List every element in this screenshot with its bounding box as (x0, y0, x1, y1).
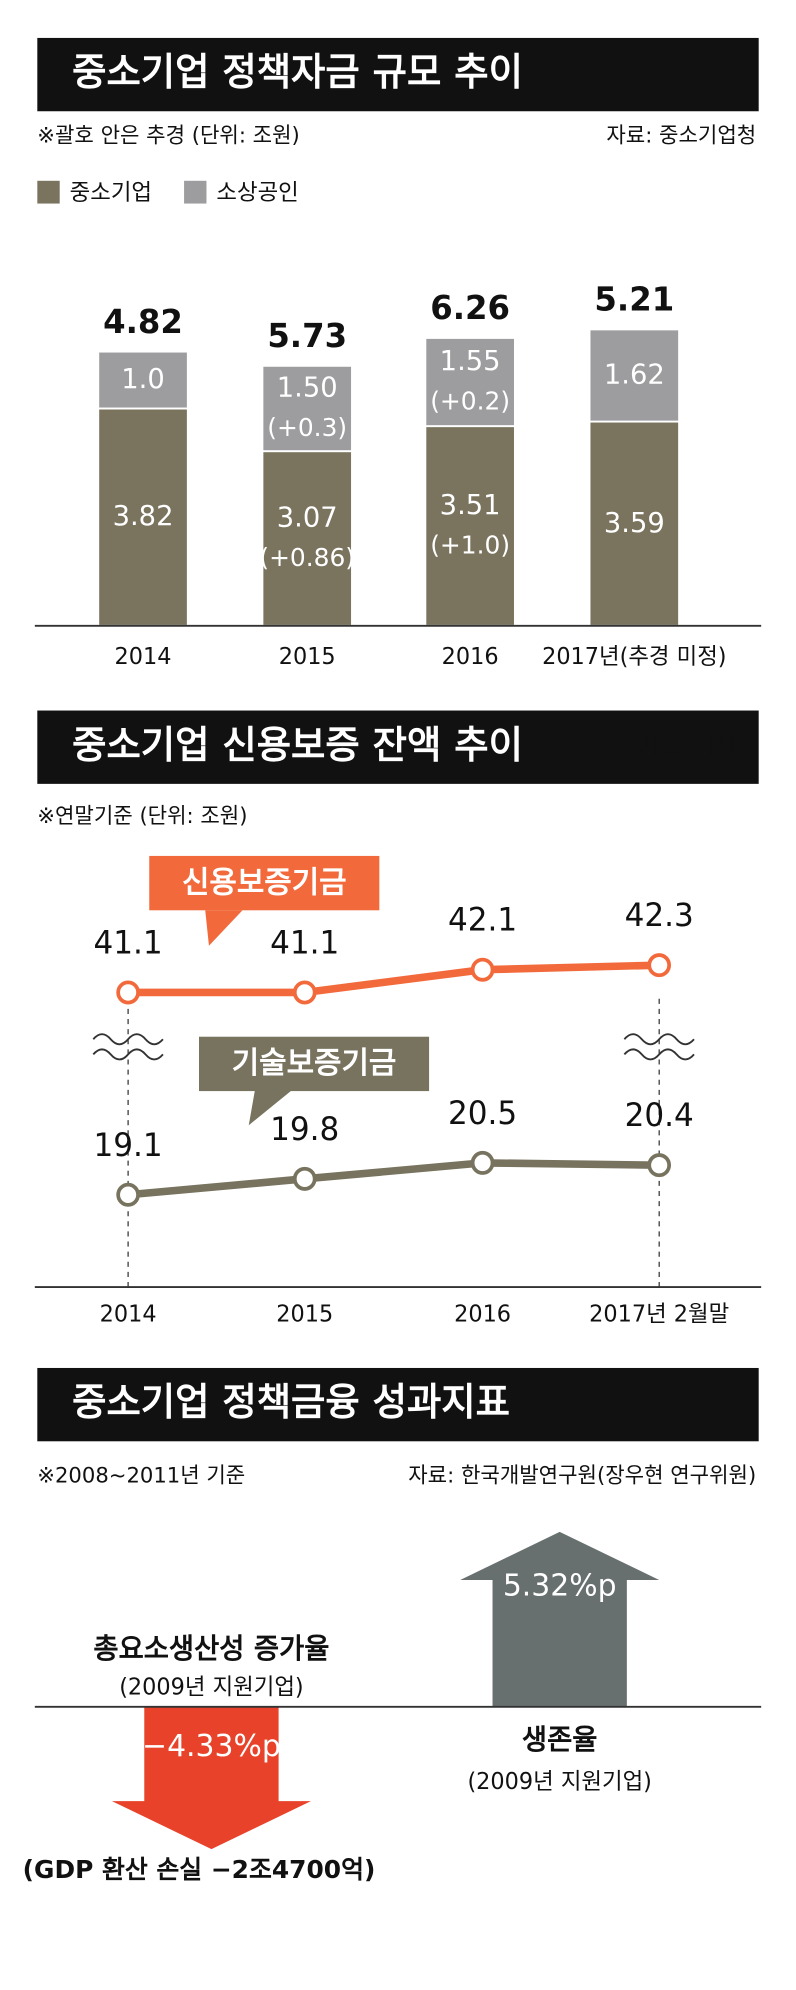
title-bar (37, 1367, 759, 1442)
source: 자료: 각사 (639, 734, 736, 760)
data-point (292, 980, 317, 1005)
value-label: −4.33%p (142, 1729, 281, 1764)
legend-label: 신용보증기금 (182, 865, 347, 900)
arrow (460, 1531, 660, 1707)
bar-segment (424, 425, 516, 627)
total-label: 4.82 (103, 303, 183, 341)
x-tick-label: 2014 (100, 1301, 157, 1327)
data-point (470, 957, 495, 982)
chart-title: 중소기업 정책자금 규모 추이 (72, 50, 523, 94)
x-tick-label: 2017년(추경 미정) (542, 644, 726, 670)
x-tick-label: 2014 (115, 644, 172, 670)
bar-segment (588, 328, 681, 423)
data-label: 20.4 (625, 1098, 694, 1134)
segment-label: 1.55 (440, 344, 501, 377)
segment-annotation: (+0.86) (259, 543, 355, 572)
note: ※2008~2011년 기준 (37, 1464, 245, 1489)
total-label: 6.26 (430, 289, 510, 327)
segment-label: 3.59 (604, 506, 665, 539)
total-label: 5.73 (267, 317, 347, 355)
bar-segment (261, 364, 353, 453)
note: ※괄호 안은 추경 (단위: 조원) (37, 123, 299, 148)
axis-break (92, 1048, 164, 1061)
legend-swatch (184, 180, 207, 204)
data-point (292, 1166, 317, 1191)
value-label: 5.32%p (503, 1568, 617, 1603)
x-tick-label: 2017년 2월말 (589, 1301, 729, 1327)
data-label: 42.3 (625, 898, 694, 934)
bar-segment (261, 450, 353, 627)
legend-label: 기술보증기금 (232, 1046, 397, 1081)
x-tick-label: 2015 (276, 1301, 333, 1327)
legend-label: 중소기업 (70, 180, 152, 206)
series-line (128, 961, 660, 997)
segment-label: 3.51 (440, 488, 501, 521)
segment-label: 1.0 (121, 362, 164, 395)
x-tick-label: 2016 (442, 644, 499, 670)
data-point (647, 953, 672, 978)
segment-label: 3.07 (277, 500, 338, 533)
data-point (116, 980, 140, 1005)
category-subtitle: (2009년 지원기업) (467, 1769, 651, 1795)
x-tick-label: 2015 (279, 644, 336, 670)
note: ※연말기준 (단위: 조원) (37, 804, 247, 829)
data-label: 41.1 (93, 925, 162, 961)
total-label: 5.21 (594, 280, 674, 318)
arrow (111, 1706, 311, 1850)
legend-label: 소상공인 (216, 180, 298, 206)
segment-label: 1.62 (604, 357, 665, 390)
category-label: 총요소생산성 증가율 (93, 1632, 329, 1665)
segment-label: 1.50 (277, 370, 338, 403)
data-point (647, 1153, 672, 1178)
axis-break (92, 1033, 164, 1046)
category-label: 생존율 (522, 1723, 597, 1756)
legend-box (199, 1036, 430, 1092)
series-line (127, 1159, 660, 1199)
category-subtitle: (2009년 지원기업) (119, 1674, 303, 1700)
data-label: 19.8 (270, 1112, 339, 1148)
source: 자료: 한국개발연구원(장우현 연구위원) (408, 1464, 756, 1489)
axis-break (623, 1033, 695, 1046)
x-tick-label: 2016 (454, 1301, 511, 1327)
data-label: 20.5 (448, 1096, 517, 1132)
segment-annotation: (+0.2) (430, 386, 510, 415)
data-point (470, 1150, 495, 1175)
bar-segment (424, 336, 516, 428)
bar-segment (588, 420, 681, 627)
segment-annotation: (+0.3) (267, 413, 347, 442)
data-label: 19.1 (93, 1128, 162, 1164)
data-label: 41.1 (270, 925, 339, 961)
title-bar (37, 37, 759, 112)
annotation: (GDP 환산 손실 −2조4700억) (23, 1855, 376, 1884)
chart-title: 중소기업 신용보증 잔액 추이 (72, 722, 523, 766)
segment-annotation: (+1.0) (430, 530, 510, 559)
legend-swatch (37, 180, 60, 204)
data-label: 42.1 (448, 903, 517, 939)
bar-segment (97, 350, 189, 410)
data-point (116, 1182, 140, 1207)
axis-break (623, 1048, 695, 1061)
title-bar (37, 710, 759, 784)
segment-label: 3.82 (113, 499, 174, 532)
chart-title: 중소기업 정책금융 성과지표 (72, 1380, 510, 1424)
source: 자료: 중소기업청 (606, 123, 756, 148)
legend-box (149, 855, 380, 911)
legend-tail (205, 910, 243, 946)
